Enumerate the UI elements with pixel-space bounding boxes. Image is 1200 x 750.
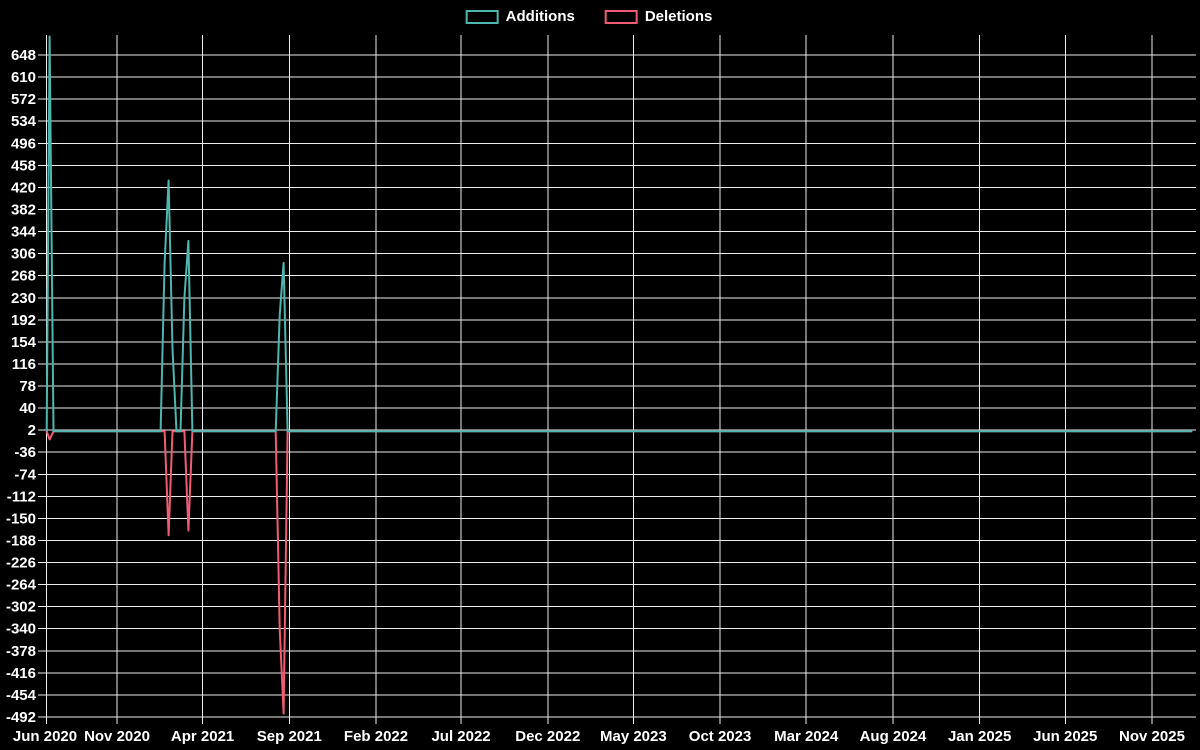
x-tick-label: Apr 2021 (171, 728, 234, 745)
y-tick-label: -74 (14, 466, 36, 483)
y-tick-label: 648 (11, 47, 36, 64)
y-tick-label: 154 (11, 334, 37, 351)
y-tick-label: 496 (11, 135, 36, 152)
x-tick-label: Dec 2022 (515, 728, 580, 745)
x-tick-label: Aug 2024 (860, 728, 927, 745)
y-tick-label: -264 (6, 577, 37, 594)
y-tick-label: -492 (6, 709, 36, 726)
y-tick-label: 268 (11, 268, 36, 285)
y-tick-label: 306 (11, 246, 36, 263)
x-tick-label: Jul 2022 (431, 728, 490, 745)
x-tick-label: Mar 2024 (774, 728, 839, 745)
additions-swatch-icon (465, 10, 499, 24)
x-tick-label: May 2023 (600, 728, 667, 745)
y-tick-label: -302 (6, 599, 36, 616)
y-tick-label: -150 (6, 510, 36, 527)
deletions-swatch-icon (604, 10, 638, 24)
y-tick-label: 458 (11, 157, 36, 174)
y-tick-label: -454 (6, 687, 37, 704)
y-tick-label: 230 (11, 290, 36, 307)
y-tick-label: 78 (19, 378, 36, 395)
y-tick-label: 420 (11, 179, 36, 196)
y-tick-label: 40 (19, 400, 36, 417)
x-tick-label: Jun 2020 (13, 728, 77, 745)
series-line-additions (45, 35, 1193, 433)
y-tick-label: 192 (11, 312, 36, 329)
y-tick-label: -340 (6, 621, 36, 638)
legend-item-deletions[interactable]: Deletions (604, 8, 713, 26)
y-tick-label: 2 (28, 422, 36, 439)
y-tick-label: 610 (11, 69, 36, 86)
x-tick-label: Jan 2025 (948, 728, 1011, 745)
chart-legend: Additions Deletions (465, 8, 713, 26)
y-tick-label: -36 (14, 444, 36, 461)
x-tick-label: Jun 2025 (1033, 728, 1097, 745)
y-tick-label: 572 (11, 91, 36, 108)
y-tick-label: -188 (6, 532, 36, 549)
y-tick-label: 344 (11, 224, 37, 241)
x-tick-label: Nov 2025 (1119, 728, 1185, 745)
axis-tick-labels: 648 610 572 534 496 458 420 382 344 306 268 230 192 1… (6, 47, 1185, 745)
y-tick-label: 116 (12, 356, 36, 373)
x-tick-label: Nov 2020 (84, 728, 150, 745)
y-tick-label: -416 (6, 665, 36, 682)
x-tick-label: Feb 2022 (344, 728, 408, 745)
legend-label-additions: Additions (505, 8, 575, 25)
x-tick-label: Sep 2021 (257, 728, 322, 745)
x-tick-label: Oct 2023 (689, 728, 752, 745)
y-tick-label: 382 (11, 201, 36, 218)
legend-item-additions[interactable]: Additions (465, 8, 575, 26)
y-tick-label: 534 (11, 113, 37, 130)
legend-label-deletions: Deletions (644, 8, 713, 25)
y-tick-label: -226 (6, 555, 36, 572)
y-tick-label: -378 (6, 643, 36, 660)
y-tick-label: -112 (7, 488, 36, 505)
gridlines (38, 35, 1196, 724)
